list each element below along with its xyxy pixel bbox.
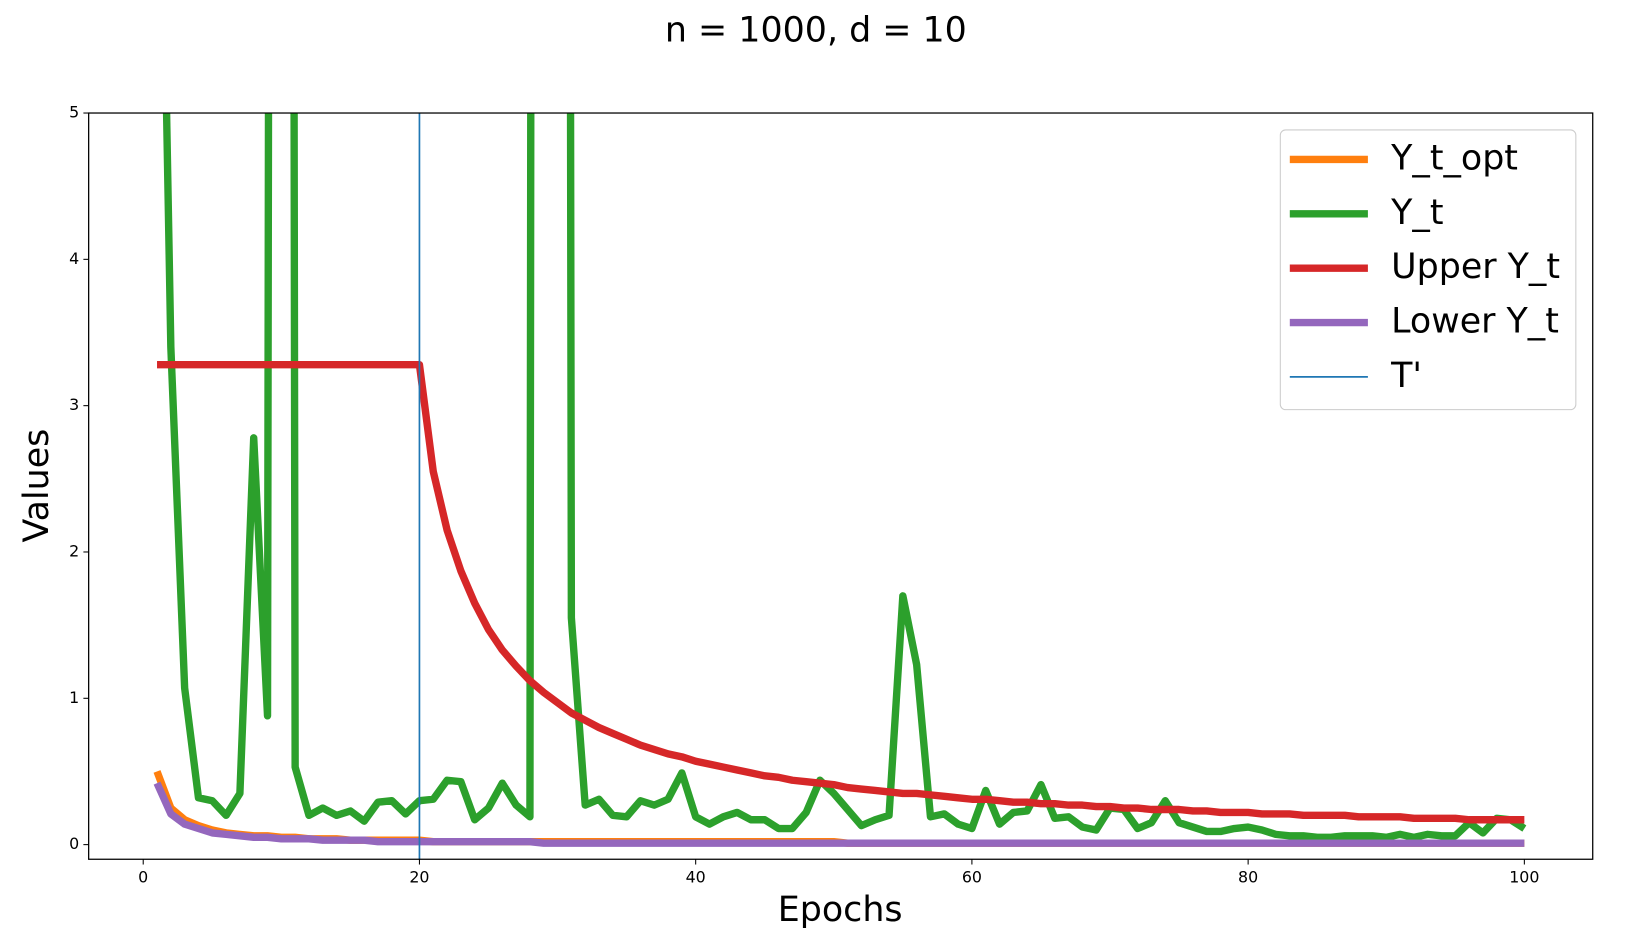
x-tick-label: 100 [1509,868,1539,887]
chart-title: n = 1000, d = 10 [665,11,967,51]
y-tick-label: 1 [69,688,79,707]
y-axis-label: Values [17,429,57,543]
y-tick-label: 0 [69,834,79,853]
legend: Y_t_opt Y_t Upper Y_t Lower Y_t T' [1279,129,1577,411]
line-series [162,113,1527,841]
y-tick-label: 4 [69,249,79,268]
legend-box [1279,129,1577,411]
legend-label: Lower Y_t [1391,302,1559,342]
x-tick-label: 80 [1238,868,1258,887]
line-series [153,781,1525,847]
y-tick-label: 5 [69,103,79,122]
legend-label: Upper Y_t [1391,247,1560,287]
x-tick-label: 60 [962,868,982,887]
y-tick-label: 2 [69,541,79,560]
axes-frame [88,112,1594,860]
legend-label: Y_t_opt [1390,138,1518,178]
x-axis-label: Epochs [778,890,903,929]
plot-area [153,113,1527,860]
x-tick-label: 0 [138,868,148,887]
line-series [157,360,1525,824]
x-tick-label: 40 [686,868,706,887]
x-tick-label: 20 [409,868,429,887]
legend-label: Y_t [1390,193,1443,233]
y-tick-label: 3 [69,395,79,414]
legend-label: T' [1390,356,1422,396]
